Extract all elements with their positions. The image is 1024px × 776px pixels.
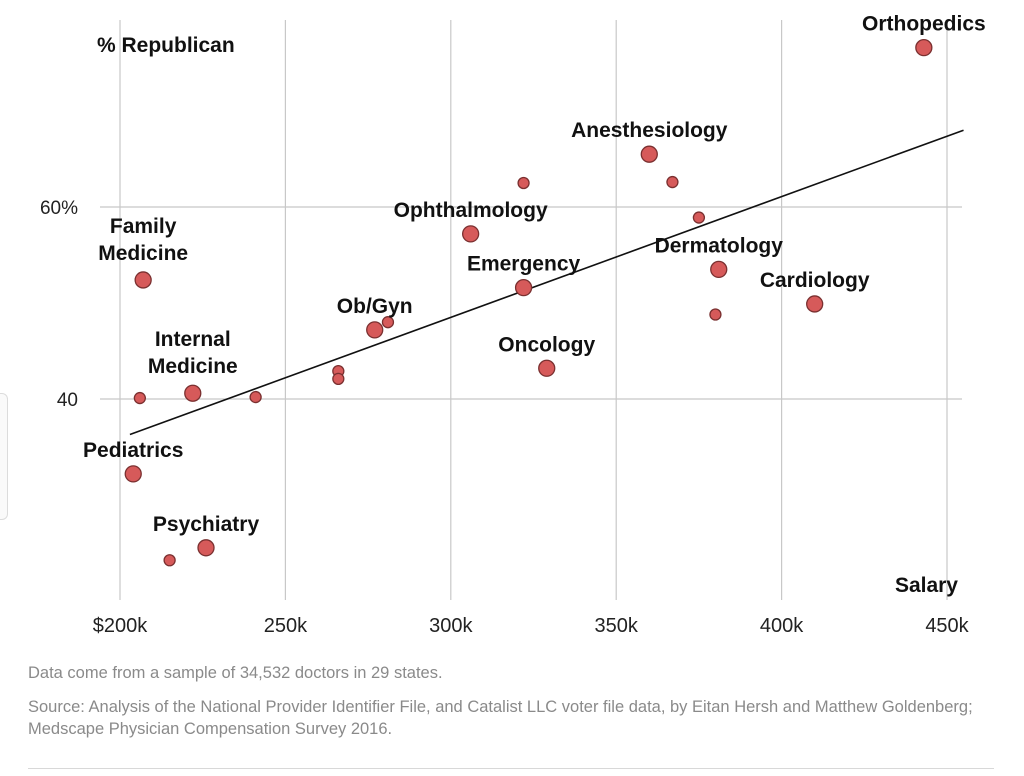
x-tick-label: 400k — [760, 615, 804, 637]
data-point — [709, 308, 722, 321]
point-label: Pediatrics — [83, 439, 183, 462]
data-point — [249, 390, 262, 404]
sample-note: Data come from a sample of 34,532 doctor… — [28, 664, 443, 682]
data-point — [692, 211, 706, 224]
y-tick-label: 40 — [57, 390, 78, 411]
source-note: Source: Analysis of the National Provide… — [28, 698, 973, 738]
point-label: Ob/Gyn — [337, 295, 413, 318]
data-point — [710, 260, 728, 279]
point-label: Psychiatry — [153, 513, 260, 536]
data-point — [332, 372, 345, 385]
data-point — [806, 295, 824, 313]
y-tick-label: 60% — [40, 198, 78, 219]
footer-divider — [28, 768, 994, 769]
data-point — [514, 278, 533, 297]
point-label: Orthopedics — [862, 13, 986, 36]
data-point — [538, 359, 556, 377]
point-label: Ophthalmology — [394, 199, 548, 222]
x-tick-label: $200k — [93, 615, 148, 637]
x-tick-label: 450k — [925, 615, 969, 637]
data-point — [666, 175, 679, 189]
axis-ticks: $200k 250k 300k 350k 400k 450k 40 60% — [40, 198, 970, 637]
y-axis-title: % Republican — [97, 34, 235, 57]
data-point — [197, 539, 215, 557]
data-points — [124, 38, 933, 567]
x-tick-label: 300k — [429, 615, 473, 637]
trend-line-group — [129, 129, 964, 436]
point-label: Family Medicine — [98, 215, 188, 265]
data-point — [915, 38, 933, 57]
data-point — [366, 321, 384, 339]
scatter-chart: $200k 250k 300k 350k 400k 450k 40 60% % Republi… — [40, 13, 986, 637]
grid-lines — [100, 20, 962, 600]
point-label: Anesthesiology — [571, 119, 728, 142]
data-point — [381, 316, 395, 329]
point-label: Oncology — [498, 333, 595, 356]
point-label: Cardiology — [760, 269, 870, 292]
data-point — [640, 145, 658, 163]
trend-line — [129, 129, 964, 436]
chart-notes: Data come from a sample of 34,532 doctor… — [28, 662, 998, 752]
data-point — [124, 465, 142, 483]
point-label: Emergency — [467, 253, 581, 276]
side-scroll-tab[interactable] — [0, 393, 8, 520]
data-point — [184, 384, 202, 402]
data-point — [133, 391, 146, 405]
data-point — [163, 554, 176, 567]
data-point — [461, 225, 480, 243]
point-label: Internal Medicine — [148, 328, 238, 378]
x-tick-label: 250k — [264, 615, 308, 637]
x-tick-label: 350k — [595, 615, 639, 637]
point-label: Dermatology — [655, 234, 784, 257]
data-point — [134, 271, 152, 289]
data-point — [517, 176, 530, 190]
point-labels: Orthopedics Anesthesiology Ophthalmology De… — [83, 13, 986, 536]
x-axis-title: Salary — [895, 574, 958, 597]
